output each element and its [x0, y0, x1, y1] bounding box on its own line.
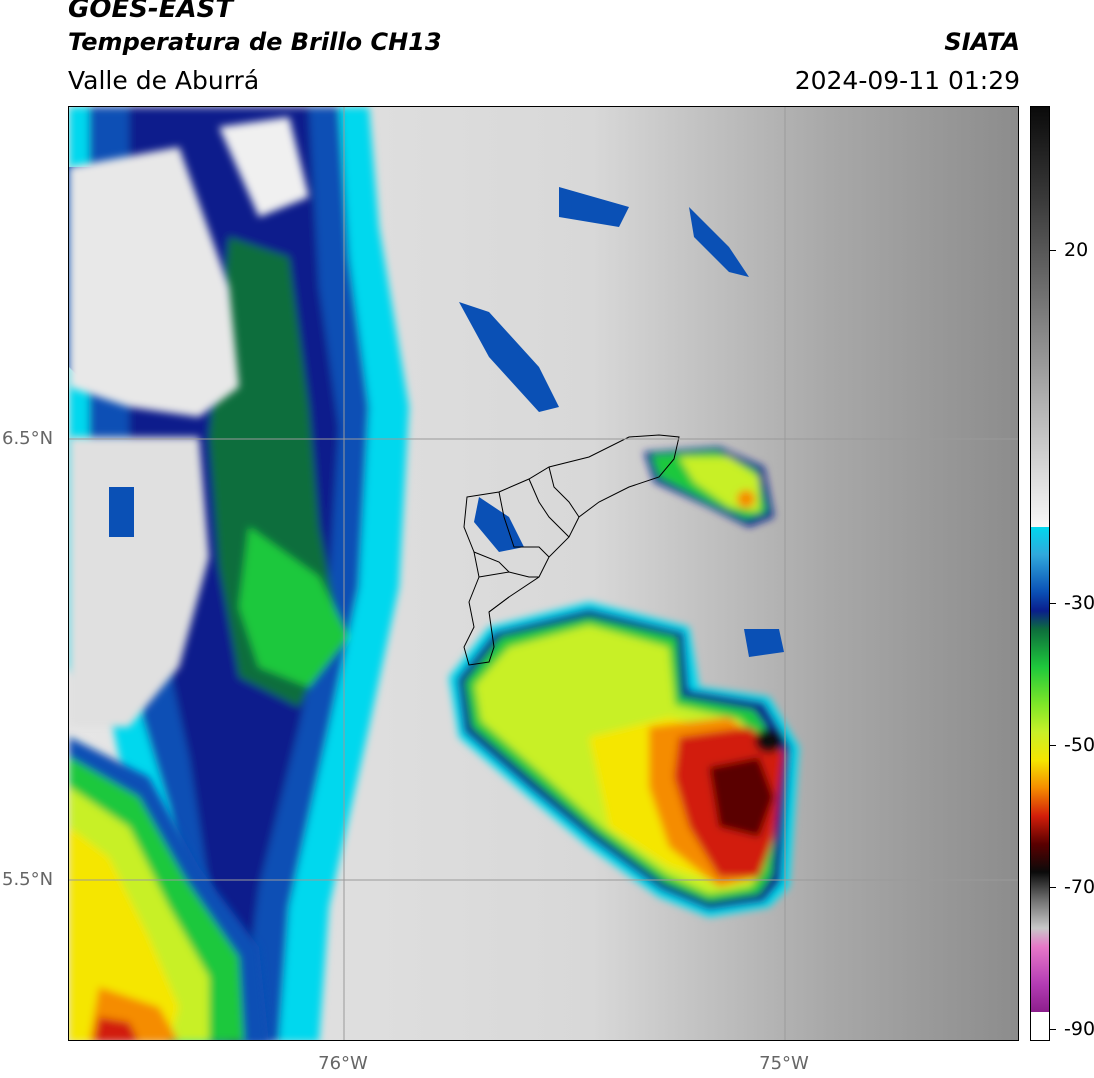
satellite-title: GOES-EAST [68, 0, 234, 24]
colorbar-tick-minus70 [1050, 887, 1056, 888]
lon-label-76w: 76°W [318, 1053, 368, 1074]
lon-label-75w: 75°W [759, 1053, 809, 1074]
lat-label-5-5n: 5.5°N [2, 869, 54, 890]
colorbar-tick-minus90 [1050, 1029, 1056, 1030]
storm-cell-southwest [69, 737, 269, 1040]
colorbar [1030, 106, 1050, 1041]
colorbar-label-minus70: -70 [1064, 876, 1094, 898]
colorbar-label-20: 20 [1064, 239, 1089, 261]
storm-cell-northeast [644, 447, 774, 527]
colorbar-tick-minus50 [1050, 745, 1056, 746]
colorbar-tick-minus30 [1050, 603, 1056, 604]
municipal-boundaries [463, 434, 680, 666]
colorbar-label-minus30: -30 [1064, 592, 1094, 614]
colorbar-label-minus50: -50 [1064, 734, 1094, 756]
graticule [69, 107, 1018, 1040]
colorbar-tick-20 [1050, 250, 1056, 251]
cloud-streaks [109, 187, 784, 657]
lat-label-6-5n: 6.5°N [2, 428, 54, 449]
colorbar-label-minus90: -90 [1064, 1018, 1094, 1040]
region-subtitle: Valle de Aburrá [68, 66, 260, 95]
organization-label: SIATA [944, 28, 1020, 56]
product-title: Temperatura de Brillo CH13 [68, 28, 442, 56]
clear-gaps [69, 117, 309, 727]
storm-cell-main [449, 602, 799, 917]
timestamp-label: 2024-09-11 01:29 [794, 66, 1020, 95]
satellite-map[interactable] [68, 106, 1019, 1041]
